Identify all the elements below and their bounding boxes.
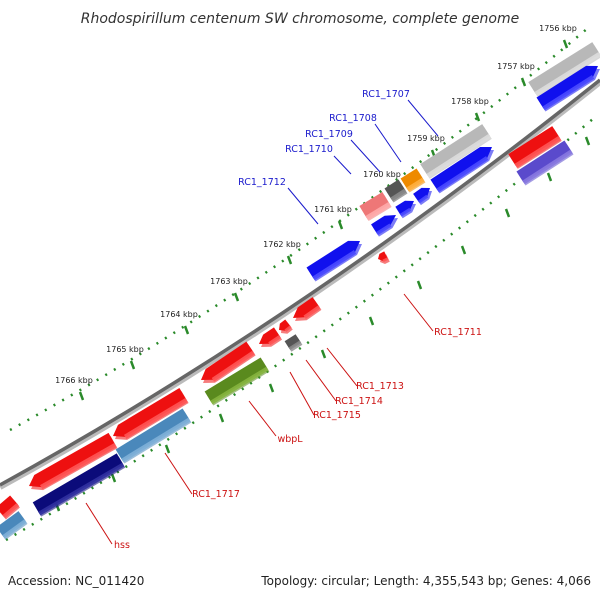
gene-label-rc1-1710[interactable]: RC1_1710 <box>285 144 333 155</box>
feature-slate-right <box>516 140 574 186</box>
feature-gray-1 <box>528 42 600 97</box>
gene-label-rc1-1717[interactable]: RC1_1717 <box>192 489 240 500</box>
feature-steel-edge <box>0 511 28 540</box>
leader-line <box>164 452 193 495</box>
leader-line <box>305 359 337 402</box>
scale-label-1764-kbp: 1764 kbp <box>160 310 198 319</box>
scale-label-1760-kbp: 1760 kbp <box>363 170 401 179</box>
major-tick <box>562 39 569 49</box>
scale-label-1766-kbp: 1766 kbp <box>55 376 93 385</box>
gene-label-rc1-1713[interactable]: RC1_1713 <box>356 381 404 392</box>
major-tick <box>183 325 190 335</box>
leader-line <box>289 371 315 416</box>
major-tick <box>233 292 240 302</box>
scale-ticks <box>54 39 591 512</box>
feature-1711 <box>378 251 390 264</box>
feature-red-1716 <box>113 387 189 440</box>
map-title: Rhodospirillum centenum SW chromosome, c… <box>81 11 520 27</box>
scale-label-1761-kbp: 1761 kbp <box>314 205 352 214</box>
chromosome-backbone-shadow <box>0 79 600 490</box>
scale-label-1757-kbp: 1757 kbp <box>497 62 535 71</box>
feature-1717 <box>115 408 192 464</box>
outer-tick-track <box>9 27 589 432</box>
leader-line <box>287 187 319 225</box>
feature-blue-mid <box>430 147 494 194</box>
feature-gray-2 <box>420 124 492 179</box>
major-tick <box>286 255 293 265</box>
leader-line <box>407 99 439 137</box>
feature-1714 <box>284 334 303 352</box>
scale-label-1763-kbp: 1763 kbp <box>210 277 248 286</box>
feature-orange <box>400 168 426 193</box>
leader-line <box>403 293 434 332</box>
major-tick <box>218 413 225 423</box>
major-tick <box>460 245 467 255</box>
gene-label-rc1-1715[interactable]: RC1_1715 <box>313 410 361 421</box>
feature-hss <box>32 453 126 517</box>
feature-pink <box>359 192 392 221</box>
gene-label-hss[interactable]: hss <box>114 540 130 551</box>
major-tick <box>110 473 117 483</box>
major-tick <box>368 316 375 326</box>
feature-1713 <box>259 327 283 347</box>
feature-grey-small <box>384 179 408 203</box>
gene-label-rc1-1714[interactable]: RC1_1714 <box>335 396 383 407</box>
scale-label-1756-kbp: 1756 kbp <box>539 24 577 33</box>
feature-red-hss <box>29 432 118 491</box>
label-leaders <box>85 99 439 545</box>
leader-line <box>350 139 381 173</box>
feature-red-right <box>508 126 562 169</box>
feature-1710 <box>395 200 416 219</box>
scale-labels: 1756 kbp 1757 kbp 1758 kbp 1759 kbp 1760 kbp… <box>55 24 577 385</box>
major-tick <box>129 360 136 370</box>
major-tick <box>416 280 423 290</box>
feature-wbpL <box>204 357 270 406</box>
major-tick <box>584 136 591 146</box>
gene-labels: RC1_1707 RC1_1708 RC1_1709 RC1_1710 RC1_1712… <box>114 89 482 551</box>
feature-red-1715 <box>201 341 256 383</box>
scale-label-1765-kbp: 1765 kbp <box>106 345 144 354</box>
gene-label-rc1-1708[interactable]: RC1_1708 <box>329 113 377 124</box>
feature-blue-1762 <box>306 240 362 282</box>
chromosome-backbone <box>0 78 600 487</box>
feature-1709 <box>413 187 432 206</box>
scale-label-1762-kbp: 1762 kbp <box>263 240 301 249</box>
major-tick <box>474 112 481 122</box>
major-tick <box>78 391 85 401</box>
gene-label-rc1-1707[interactable]: RC1_1707 <box>362 89 410 100</box>
scale-label-1759-kbp: 1759 kbp <box>407 134 445 143</box>
major-tick <box>320 349 327 359</box>
feature-1707 <box>536 65 600 112</box>
scale-label-1758-kbp: 1758 kbp <box>451 97 489 106</box>
topology-label: Topology: circular; Length: 4,355,543 bp… <box>261 574 591 588</box>
accession-label: Accession: NC_011420 <box>8 574 145 588</box>
feature-1712 <box>371 215 398 237</box>
major-tick <box>504 208 511 218</box>
gene-label-rc1-1712[interactable]: RC1_1712 <box>238 177 286 188</box>
major-tick <box>337 220 344 230</box>
leader-line <box>333 155 352 175</box>
feature-red-edge <box>0 495 20 520</box>
leader-line <box>326 347 358 387</box>
feature-red-upper <box>293 297 322 321</box>
major-tick <box>164 444 171 454</box>
major-tick <box>546 172 553 182</box>
leader-line <box>374 123 402 163</box>
major-tick <box>520 77 527 87</box>
gene-features <box>0 42 600 540</box>
gene-label-rc1-1711[interactable]: RC1_1711 <box>434 327 482 338</box>
major-tick <box>268 383 275 393</box>
feature-red-tri <box>279 319 293 334</box>
gene-label-rc1-1709[interactable]: RC1_1709 <box>305 129 353 140</box>
leader-line <box>248 400 277 437</box>
leader-line <box>85 502 113 545</box>
gene-label-wbpl[interactable]: wbpL <box>277 434 303 445</box>
